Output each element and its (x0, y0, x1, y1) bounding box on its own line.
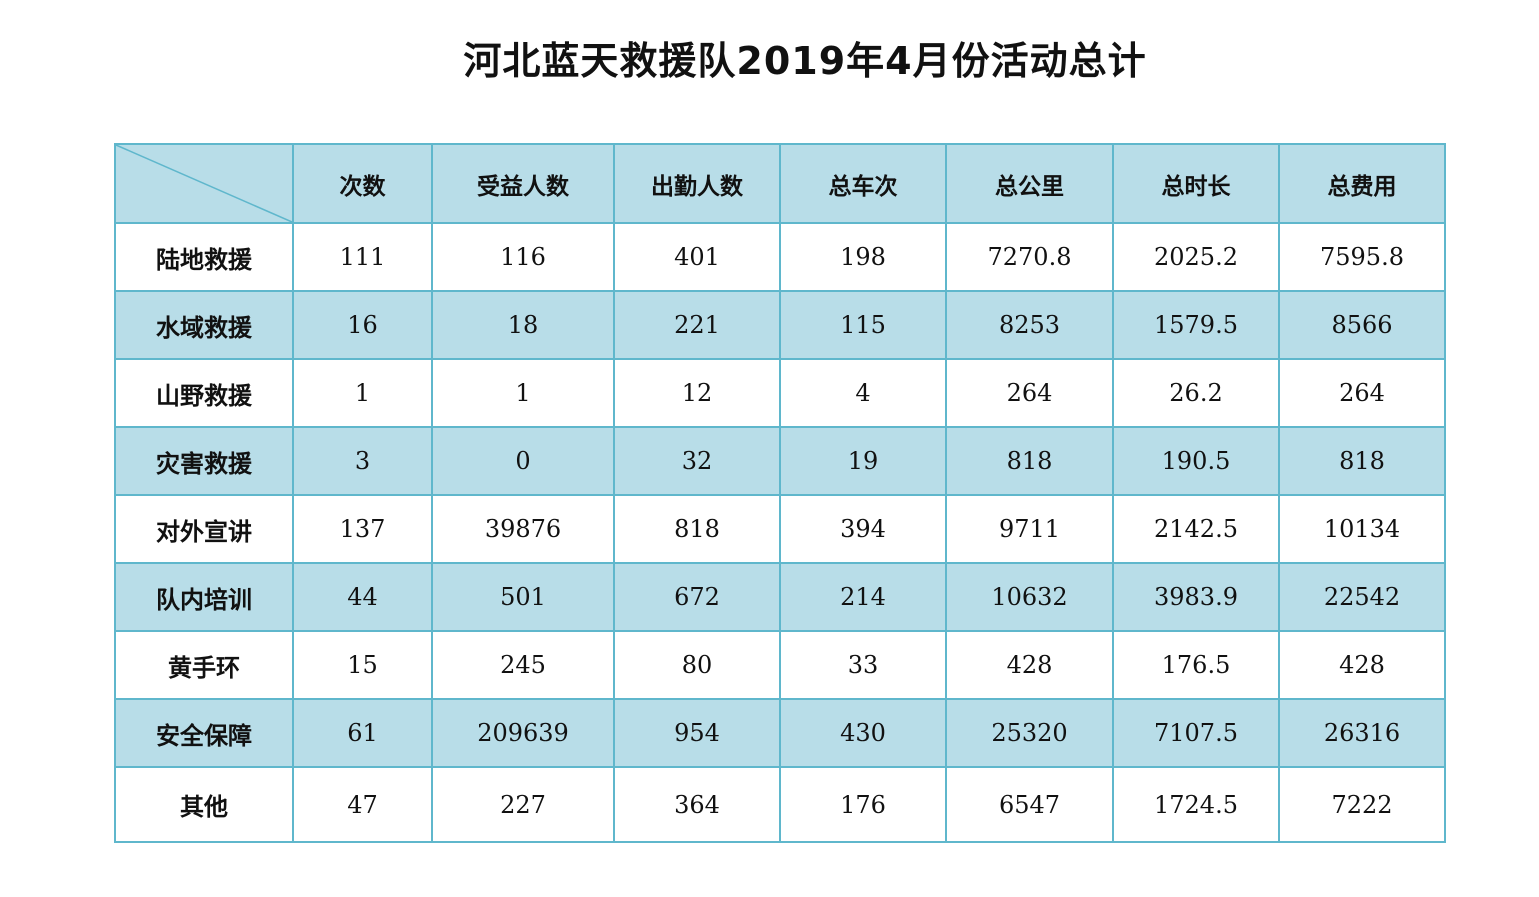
table-cell: 2025.2 (1112, 222, 1280, 292)
row-label: 灾害救援 (114, 426, 294, 496)
table-cell: 818 (613, 494, 781, 564)
row-label: 水域救援 (114, 290, 294, 360)
table-cell: 209639 (431, 698, 615, 768)
table-cell: 8566 (1278, 290, 1446, 360)
table-cell: 22542 (1278, 562, 1446, 632)
table-cell: 1 (431, 358, 615, 428)
table-cell: 954 (613, 698, 781, 768)
table-cell: 7222 (1278, 766, 1446, 843)
column-header: 总费用 (1278, 143, 1446, 224)
activity-summary-table: 次数 受益人数 出勤人数 总车次 总公里 总时长 总费用 陆地救援 111 116 4… (114, 143, 1446, 843)
table-cell: 198 (779, 222, 947, 292)
table-cell: 1 (292, 358, 433, 428)
row-label: 黄手环 (114, 630, 294, 700)
row-label: 山野救援 (114, 358, 294, 428)
table-cell: 394 (779, 494, 947, 564)
table-cell: 176.5 (1112, 630, 1280, 700)
row-label: 安全保障 (114, 698, 294, 768)
table-cell: 15 (292, 630, 433, 700)
table-row: 陆地救援 111 116 401 198 7270.8 2025.2 7595.8 (114, 222, 1446, 292)
diagonal-divider (116, 145, 292, 222)
table-cell: 19 (779, 426, 947, 496)
table-cell: 18 (431, 290, 615, 360)
table-row: 队内培训 44 501 672 214 10632 3983.9 22542 (114, 562, 1446, 632)
table-row: 山野救援 1 1 12 4 264 26.2 264 (114, 358, 1446, 428)
table-row: 黄手环 15 245 80 33 428 176.5 428 (114, 630, 1446, 700)
table-cell: 672 (613, 562, 781, 632)
table-cell: 264 (1278, 358, 1446, 428)
table-cell: 32 (613, 426, 781, 496)
header-row: 次数 受益人数 出勤人数 总车次 总公里 总时长 总费用 (114, 143, 1446, 224)
column-header: 受益人数 (431, 143, 615, 224)
table-cell: 137 (292, 494, 433, 564)
table-cell: 428 (945, 630, 1114, 700)
column-header: 次数 (292, 143, 433, 224)
table-cell: 25320 (945, 698, 1114, 768)
table-cell: 26316 (1278, 698, 1446, 768)
column-header: 总公里 (945, 143, 1114, 224)
table-cell: 221 (613, 290, 781, 360)
table-cell: 818 (1278, 426, 1446, 496)
table-cell: 0 (431, 426, 615, 496)
table-cell: 7107.5 (1112, 698, 1280, 768)
column-header: 总车次 (779, 143, 947, 224)
table-cell: 364 (613, 766, 781, 843)
table-cell: 7270.8 (945, 222, 1114, 292)
table-cell: 8253 (945, 290, 1114, 360)
table-cell: 12 (613, 358, 781, 428)
table-cell: 818 (945, 426, 1114, 496)
page-title: 河北蓝天救援队2019年4月份活动总计 (463, 39, 1147, 83)
row-label: 对外宣讲 (114, 494, 294, 564)
row-label: 队内培训 (114, 562, 294, 632)
table-row: 灾害救援 3 0 32 19 818 190.5 818 (114, 426, 1446, 496)
table-cell: 176 (779, 766, 947, 843)
table-cell: 116 (431, 222, 615, 292)
table-cell: 501 (431, 562, 615, 632)
table-cell: 10134 (1278, 494, 1446, 564)
table-cell: 10632 (945, 562, 1114, 632)
column-header: 出勤人数 (613, 143, 781, 224)
table-cell: 33 (779, 630, 947, 700)
table-cell: 2142.5 (1112, 494, 1280, 564)
table-cell: 401 (613, 222, 781, 292)
table-cell: 430 (779, 698, 947, 768)
table-cell: 26.2 (1112, 358, 1280, 428)
table-cell: 9711 (945, 494, 1114, 564)
table-cell: 3983.9 (1112, 562, 1280, 632)
table-cell: 39876 (431, 494, 615, 564)
table-cell: 61 (292, 698, 433, 768)
table-cell: 16 (292, 290, 433, 360)
column-header: 总时长 (1112, 143, 1280, 224)
table-cell: 227 (431, 766, 615, 843)
table-cell: 115 (779, 290, 947, 360)
corner-cell (114, 143, 294, 224)
row-label: 陆地救援 (114, 222, 294, 292)
table-cell: 80 (613, 630, 781, 700)
table-cell: 1579.5 (1112, 290, 1280, 360)
table-row: 其他 47 227 364 176 6547 1724.5 7222 (114, 766, 1446, 843)
row-label: 其他 (114, 766, 294, 843)
table-row: 安全保障 61 209639 954 430 25320 7107.5 26316 (114, 698, 1446, 768)
table-cell: 3 (292, 426, 433, 496)
table-cell: 214 (779, 562, 947, 632)
table-cell: 7595.8 (1278, 222, 1446, 292)
table-cell: 44 (292, 562, 433, 632)
table-row: 对外宣讲 137 39876 818 394 9711 2142.5 10134 (114, 494, 1446, 564)
table-cell: 190.5 (1112, 426, 1280, 496)
table-cell: 428 (1278, 630, 1446, 700)
table-cell: 6547 (945, 766, 1114, 843)
table-cell: 47 (292, 766, 433, 843)
table-cell: 245 (431, 630, 615, 700)
table-cell: 264 (945, 358, 1114, 428)
table-cell: 4 (779, 358, 947, 428)
table-row: 水域救援 16 18 221 115 8253 1579.5 8566 (114, 290, 1446, 360)
table-cell: 111 (292, 222, 433, 292)
table-cell: 1724.5 (1112, 766, 1280, 843)
